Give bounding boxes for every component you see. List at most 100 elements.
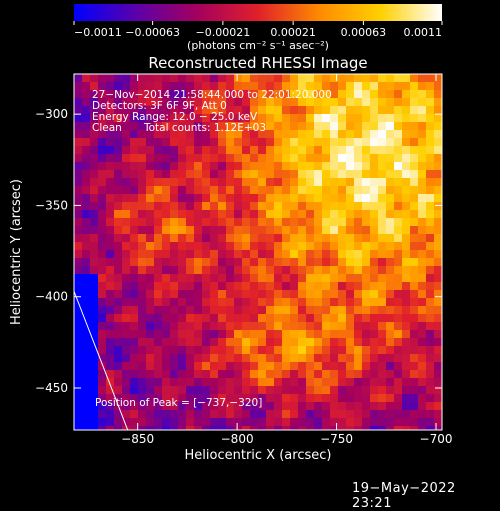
heatmap-cell [306,178,315,187]
heatmap-cell [202,218,211,227]
heatmap-cell [210,130,219,139]
heatmap-cell [322,122,331,131]
heatmap-cell [386,194,395,203]
heatmap-cell [210,114,219,123]
heatmap-cell [210,290,219,299]
heatmap-cell [122,426,131,430]
heatmap-cell [418,138,427,147]
heatmap-cell [258,138,267,147]
heatmap-cell [130,386,139,395]
heatmap-cell [274,138,283,147]
heatmap-cell [322,298,331,307]
heatmap-cell [322,330,331,339]
heatmap-cell [162,138,171,147]
heatmap-cell [170,370,179,379]
heatmap-cell [266,290,275,299]
heatmap-cell [378,314,387,323]
heatmap-cell [130,298,139,307]
heatmap-cell [338,306,347,315]
heatmap-cell [138,266,147,275]
heatmap-cell [234,250,243,259]
y-tick-label: −450 [35,381,68,395]
heatmap-cell [82,98,91,107]
heatmap-cell [394,410,403,419]
heatmap-cell [338,354,347,363]
heatmap-cell [114,106,123,115]
heatmap-cell [122,186,131,195]
heatmap-cell [186,282,195,291]
heatmap-cell [274,386,283,395]
heatmap-cell [250,114,259,123]
heatmap-cell [90,146,99,155]
heatmap-cell [98,162,107,171]
heatmap-cell [434,290,442,299]
heatmap-cell [202,74,211,83]
heatmap-cell [218,74,227,83]
heatmap-cell [314,362,323,371]
heatmap-cell [282,258,291,267]
heatmap-cell [122,314,131,323]
heatmap-cell [258,186,267,195]
heatmap-cell [354,106,363,115]
heatmap-cell [330,346,339,355]
heatmap-cell [114,362,123,371]
heatmap-cell [346,202,355,211]
heatmap-cell [370,162,379,171]
heatmap-cell [130,138,139,147]
heatmap-cell [74,322,83,331]
heatmap-cell [82,378,91,387]
heatmap-cell [306,314,315,323]
heatmap-cell [90,370,99,379]
heatmap-cell [330,202,339,211]
heatmap-cell [130,290,139,299]
heatmap-cell [266,74,275,83]
heatmap-cell [298,186,307,195]
heatmap-cell [274,426,283,430]
heatmap-cell [338,346,347,355]
heatmap-cell [426,210,435,219]
heatmap-cell [210,338,219,347]
heatmap-cell [338,282,347,291]
heatmap-cell [394,258,403,267]
heatmap-cell [354,90,363,99]
heatmap-cell [426,266,435,275]
heatmap-cell [410,146,419,155]
heatmap-cell [386,418,395,427]
heatmap-cell [138,218,147,227]
heatmap-cell [114,306,123,315]
heatmap-cell [178,98,187,107]
heatmap-cell [418,282,427,291]
heatmap-cell [194,170,203,179]
heatmap-cell [178,274,187,283]
heatmap-cell [306,114,315,123]
heatmap-cell [178,194,187,203]
heatmap-cell [122,170,131,179]
heatmap-cell [74,258,83,267]
heatmap-cell [242,98,251,107]
heatmap-cell [322,282,331,291]
heatmap-cell [386,146,395,155]
heatmap-cell [266,234,275,243]
heatmap-cell [426,426,435,430]
heatmap-cell [322,394,331,403]
x-axis-ticks: −850 −800 −750 −700 [121,74,453,446]
heatmap-cell [186,130,195,139]
heatmap-cell [306,234,315,243]
heatmap-cell [306,82,315,91]
heatmap-cell [274,162,283,171]
heatmap-cell [218,314,227,323]
heatmap-cell [194,354,203,363]
colorbar-ticks: −0.0011 −0.00063 −0.00021 0.00021 0.00063 0.0… [73,21,443,39]
heatmap-cell [106,330,115,339]
heatmap-cell [162,82,171,91]
heatmap-cell [410,226,419,235]
heatmap-cell [170,90,179,99]
heatmap-cell [234,162,243,171]
heatmap-cell [346,90,355,99]
heatmap-cell [386,218,395,227]
colorbar-tick-label: 0.00063 [341,26,387,39]
heatmap-cell [194,138,203,147]
heatmap-cell [242,378,251,387]
heatmap-cell [90,362,99,371]
heatmap-cell [330,146,339,155]
